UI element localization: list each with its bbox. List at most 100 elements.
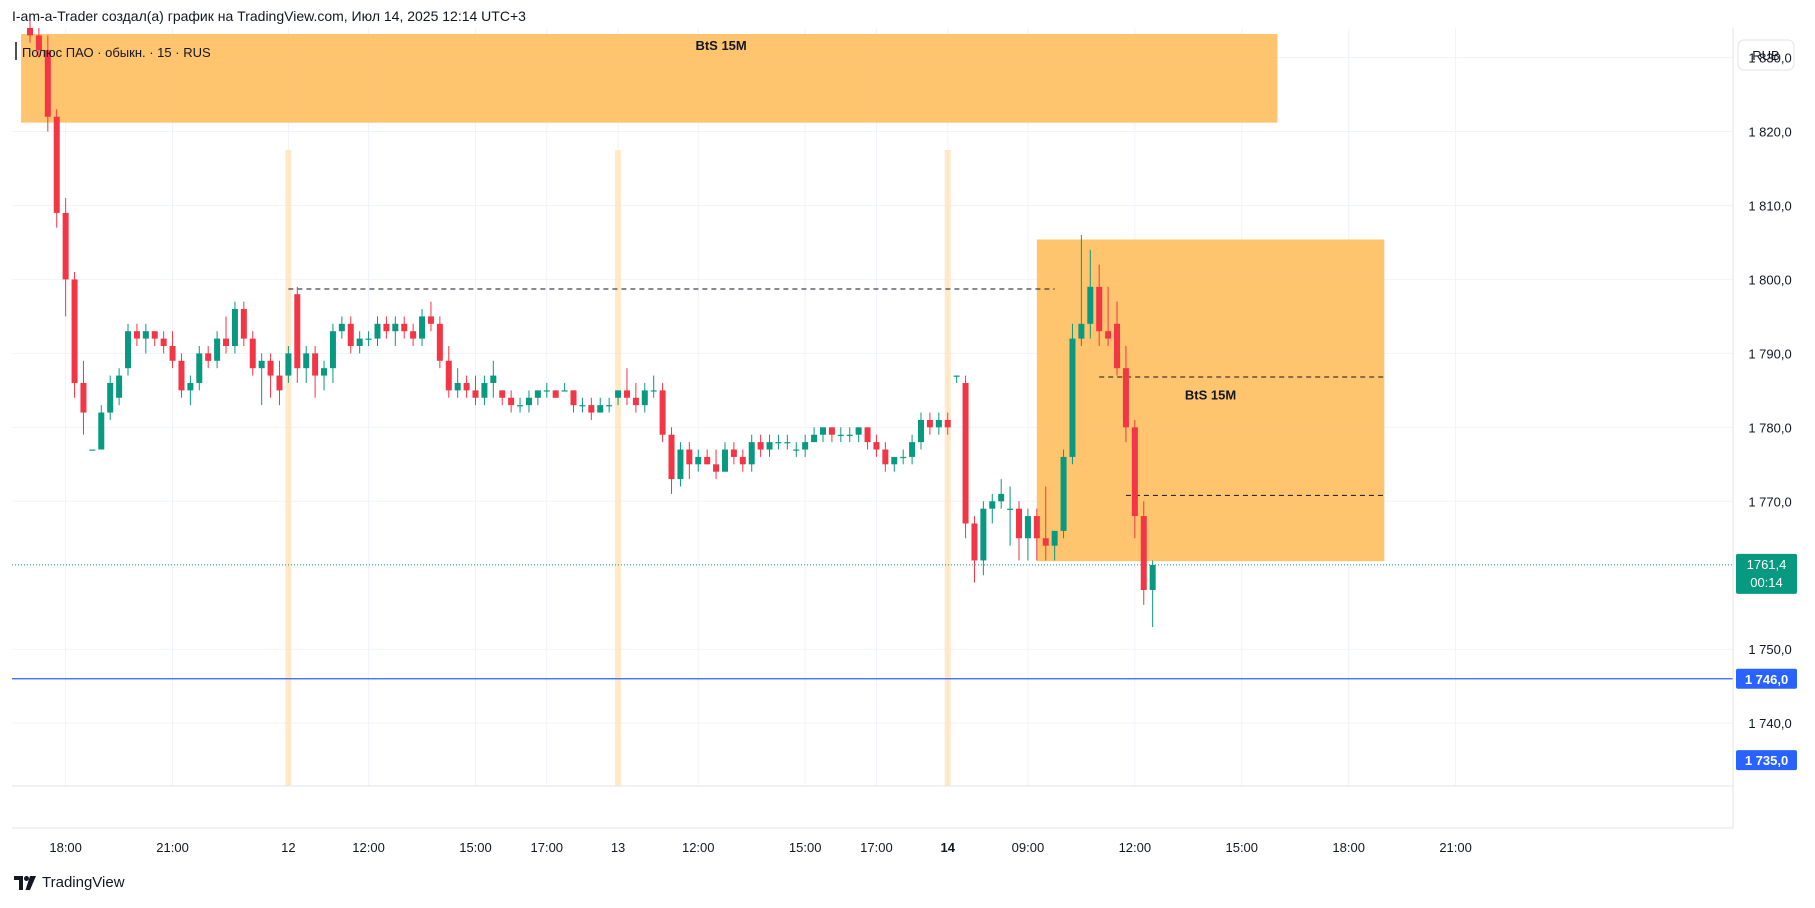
candle-body	[811, 434, 818, 443]
candle-body	[1140, 516, 1147, 591]
zone-label: BtS 15M	[695, 38, 746, 53]
legend-symbol: Полюс ПАО · обыкн. · 15 · RUS	[22, 45, 211, 60]
candle-body	[427, 316, 434, 324]
candle-body	[837, 434, 844, 436]
candle	[89, 449, 96, 451]
candle	[909, 434, 916, 465]
candle-body	[151, 331, 158, 339]
candle-body	[561, 390, 568, 392]
candle	[668, 427, 675, 494]
candle	[650, 375, 657, 398]
candle	[240, 301, 247, 346]
candle	[525, 390, 532, 413]
candle	[588, 397, 595, 420]
session-markers	[285, 150, 951, 786]
candle	[1114, 301, 1121, 376]
candle-body	[1122, 368, 1129, 428]
candle-body	[730, 449, 737, 457]
candle	[107, 375, 114, 420]
tradingview-logo[interactable]: TradingView	[14, 874, 125, 891]
candle-body	[659, 390, 666, 435]
candle-body	[472, 390, 479, 398]
level-tag: 1 735,0	[1736, 750, 1797, 771]
candle-body	[89, 449, 96, 451]
candle	[570, 390, 577, 413]
candle	[632, 382, 639, 413]
candle-body	[401, 323, 408, 332]
candle	[490, 360, 497, 398]
candle-body	[828, 427, 835, 435]
candle	[846, 427, 853, 443]
candle	[472, 375, 479, 406]
candle	[784, 434, 791, 450]
candle	[828, 427, 835, 443]
last-price-tag-bg	[1736, 553, 1797, 594]
y-tick-label: 1 810,0	[1748, 198, 1791, 213]
currency-button[interactable]: RUB	[1737, 39, 1795, 71]
candle	[873, 434, 880, 457]
candle	[392, 316, 399, 346]
candle-body	[1051, 530, 1058, 546]
session-marker	[944, 150, 951, 786]
candle	[169, 331, 176, 369]
candle	[811, 427, 818, 443]
candle	[249, 331, 256, 376]
candle-body	[597, 405, 604, 413]
candle-body	[668, 434, 675, 480]
candle	[196, 345, 203, 391]
candle	[499, 390, 506, 406]
candle-body	[623, 390, 630, 398]
x-tick-label: 17:00	[860, 840, 893, 855]
candle	[1024, 508, 1031, 561]
candle-body	[338, 323, 345, 332]
y-tick-label: 1 740,0	[1748, 716, 1791, 731]
candle	[1122, 345, 1129, 443]
candle-body	[410, 331, 417, 339]
candle	[71, 272, 78, 398]
frame	[12, 28, 1734, 829]
candle	[659, 382, 666, 443]
candle	[142, 323, 149, 354]
candle	[205, 345, 212, 369]
candle	[285, 345, 292, 383]
candle-body	[178, 360, 185, 391]
candle	[561, 382, 568, 392]
y-tick-label: 1 750,0	[1748, 642, 1791, 657]
candle-body	[534, 390, 541, 398]
candle	[62, 198, 69, 317]
candle	[721, 442, 728, 472]
candle	[436, 316, 443, 369]
candle	[1140, 501, 1147, 605]
candle-body	[116, 375, 123, 398]
candle	[303, 345, 310, 383]
candle-body	[579, 405, 586, 407]
candle	[730, 442, 737, 465]
candle	[623, 368, 630, 406]
candle	[962, 375, 969, 539]
candle	[597, 397, 604, 413]
candle	[1007, 486, 1014, 546]
level-tag-label: 1 746,0	[1745, 672, 1788, 687]
candle	[267, 353, 274, 398]
candle-body	[187, 382, 194, 391]
zone-box	[1036, 239, 1385, 562]
candle	[116, 368, 123, 406]
candle-body	[1069, 338, 1076, 457]
candle-body	[1007, 508, 1014, 510]
x-tick-label: 21:00	[1439, 840, 1472, 855]
candle	[258, 353, 265, 406]
candle-body	[53, 116, 60, 213]
candle-body	[855, 427, 862, 435]
dashed-lines	[288, 288, 1385, 496]
candle	[419, 309, 426, 346]
candle	[1042, 486, 1049, 561]
candle-body	[196, 353, 203, 383]
candle-body	[793, 449, 800, 451]
candle-body	[864, 427, 871, 443]
candle	[971, 516, 978, 583]
x-tick-label: 13	[611, 840, 625, 855]
candle	[579, 397, 586, 413]
candle	[926, 412, 933, 435]
candle-body	[819, 427, 826, 435]
